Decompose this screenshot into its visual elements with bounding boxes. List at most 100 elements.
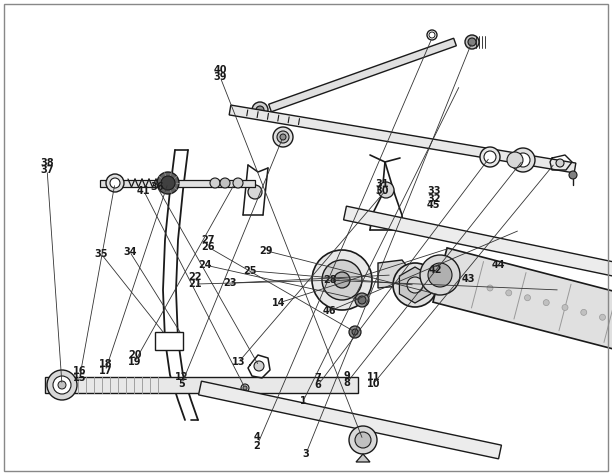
Text: 2: 2 — [253, 440, 261, 451]
Text: 24: 24 — [198, 260, 212, 270]
Text: 10: 10 — [367, 379, 380, 389]
Text: 25: 25 — [243, 266, 256, 276]
Text: 9: 9 — [343, 371, 350, 381]
Text: 22: 22 — [188, 272, 201, 282]
Circle shape — [254, 361, 264, 371]
Circle shape — [53, 376, 71, 394]
Polygon shape — [433, 248, 612, 367]
Text: 1: 1 — [299, 396, 307, 407]
Circle shape — [241, 384, 249, 392]
Circle shape — [349, 426, 377, 454]
Circle shape — [407, 277, 423, 293]
Circle shape — [220, 178, 230, 188]
Text: 40: 40 — [214, 65, 227, 76]
Circle shape — [468, 38, 476, 46]
Text: 35: 35 — [94, 248, 108, 259]
Circle shape — [484, 151, 496, 163]
Text: 8: 8 — [343, 378, 350, 389]
Text: 42: 42 — [429, 265, 442, 275]
Polygon shape — [269, 38, 457, 112]
Text: 33: 33 — [428, 186, 441, 197]
Circle shape — [556, 159, 564, 167]
Text: 18: 18 — [99, 359, 112, 369]
Text: 32: 32 — [428, 193, 441, 204]
Circle shape — [248, 185, 262, 199]
Polygon shape — [378, 260, 410, 288]
Circle shape — [569, 171, 577, 179]
Circle shape — [277, 131, 289, 143]
Text: 46: 46 — [323, 306, 336, 316]
Text: 26: 26 — [201, 242, 215, 252]
Circle shape — [352, 329, 358, 335]
Circle shape — [543, 300, 549, 305]
Text: 13: 13 — [232, 357, 245, 367]
Text: 28: 28 — [324, 275, 337, 285]
Text: 17: 17 — [99, 366, 112, 376]
Circle shape — [600, 314, 605, 320]
Circle shape — [58, 381, 66, 389]
Circle shape — [110, 178, 120, 188]
Polygon shape — [400, 267, 431, 303]
Text: 23: 23 — [223, 278, 236, 288]
Circle shape — [168, 339, 174, 345]
FancyBboxPatch shape — [155, 332, 183, 350]
Text: 12: 12 — [175, 371, 188, 382]
Circle shape — [507, 152, 523, 168]
Text: 30: 30 — [376, 186, 389, 196]
Text: 20: 20 — [128, 350, 141, 360]
Text: 4: 4 — [253, 432, 261, 442]
Circle shape — [349, 326, 361, 338]
Circle shape — [581, 309, 587, 315]
Text: 31: 31 — [376, 179, 389, 189]
Text: 34: 34 — [123, 247, 136, 257]
Text: 43: 43 — [461, 274, 475, 284]
Polygon shape — [45, 377, 358, 393]
Text: 39: 39 — [214, 72, 227, 83]
Text: 11: 11 — [367, 371, 380, 382]
Circle shape — [280, 134, 286, 140]
Circle shape — [358, 296, 366, 304]
Circle shape — [524, 295, 531, 301]
Polygon shape — [343, 206, 612, 292]
Circle shape — [312, 250, 372, 310]
Text: 14: 14 — [272, 298, 285, 308]
Polygon shape — [198, 381, 501, 459]
Circle shape — [256, 106, 264, 114]
Text: 15: 15 — [73, 373, 86, 383]
Text: 37: 37 — [40, 165, 54, 175]
Circle shape — [322, 260, 362, 300]
Circle shape — [506, 290, 512, 296]
Text: 16: 16 — [73, 366, 86, 376]
Text: 27: 27 — [201, 235, 215, 245]
Circle shape — [428, 263, 452, 287]
Circle shape — [480, 147, 500, 167]
Text: 29: 29 — [259, 246, 273, 256]
Polygon shape — [229, 105, 576, 173]
Polygon shape — [356, 454, 370, 462]
Circle shape — [243, 386, 247, 390]
Circle shape — [465, 35, 479, 49]
Circle shape — [334, 272, 350, 288]
Circle shape — [393, 263, 437, 307]
Circle shape — [47, 370, 77, 400]
Text: 5: 5 — [178, 379, 185, 389]
Circle shape — [355, 432, 371, 448]
Circle shape — [355, 293, 369, 307]
Text: 21: 21 — [188, 279, 201, 289]
Text: 45: 45 — [427, 200, 440, 210]
Text: 44: 44 — [492, 260, 506, 270]
Circle shape — [511, 148, 535, 172]
Circle shape — [487, 285, 493, 291]
Circle shape — [516, 153, 530, 167]
Text: 19: 19 — [128, 357, 141, 367]
Text: 6: 6 — [315, 380, 322, 390]
Circle shape — [106, 174, 124, 192]
Circle shape — [562, 304, 568, 311]
Text: 36: 36 — [151, 182, 164, 192]
Text: 41: 41 — [137, 186, 151, 196]
Circle shape — [210, 178, 220, 188]
Circle shape — [378, 182, 394, 198]
Circle shape — [161, 176, 175, 190]
Circle shape — [233, 178, 243, 188]
Circle shape — [252, 102, 268, 118]
